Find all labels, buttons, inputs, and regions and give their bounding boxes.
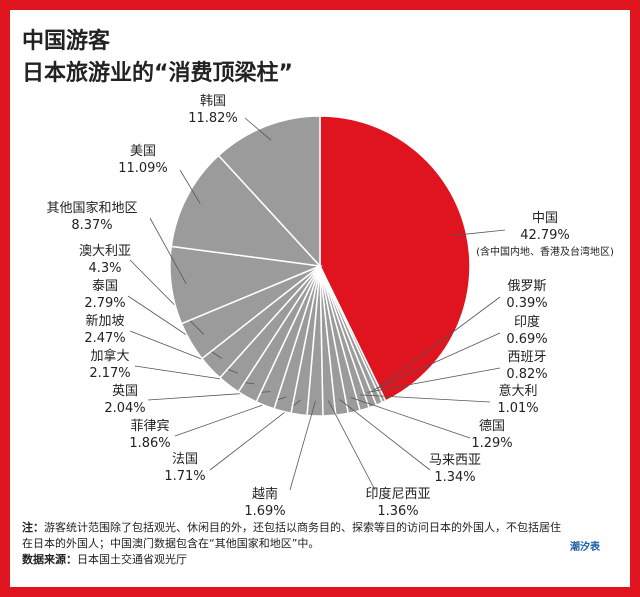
value-label: 11.82% bbox=[188, 111, 238, 126]
value-label: 1.69% bbox=[244, 504, 285, 519]
leader-line bbox=[360, 394, 491, 403]
leader-line bbox=[149, 217, 187, 284]
category-label: 法国 bbox=[172, 452, 198, 467]
category-label: 泰国 bbox=[92, 279, 118, 294]
value-label: 1.71% bbox=[164, 469, 205, 484]
category-label: 韩国 bbox=[200, 94, 226, 109]
category-label: 澳大利亚 bbox=[79, 243, 131, 259]
value-label: 2.47% bbox=[84, 331, 125, 346]
category-label: 印度 bbox=[514, 314, 540, 330]
category-label: 越南 bbox=[252, 486, 278, 502]
title-line: 日本旅游业的“消费顶梁柱” bbox=[22, 60, 293, 86]
value-label: 1.34% bbox=[434, 470, 475, 485]
pie-slice bbox=[170, 154, 322, 268]
category-label: 中国 bbox=[532, 211, 558, 226]
category-label: 新加坡 bbox=[85, 313, 124, 329]
source-text: 日本国土交通省观光厅 bbox=[77, 553, 187, 566]
leader-line bbox=[179, 169, 201, 204]
category-label: 英国 bbox=[112, 384, 138, 399]
leader-line bbox=[377, 296, 501, 389]
category-label: 印度尼西亚 bbox=[365, 486, 430, 502]
note-label: 注： bbox=[22, 521, 44, 534]
footnote: 注：游客统计范围除了包括观光、休闲目的外，还包括以商务目的、探索等目的访问日本的… bbox=[22, 520, 562, 568]
title-line: 中国游客 bbox=[22, 28, 111, 54]
leader-line bbox=[339, 399, 431, 471]
value-label: 4.3% bbox=[88, 261, 121, 276]
category-label: 其他国家和地区 bbox=[46, 200, 137, 216]
note: 注：游客统计范围除了包括观光、休闲目的外，还包括以商务目的、探索等目的访问日本的… bbox=[22, 520, 562, 552]
leader-line bbox=[451, 229, 506, 237]
value-label: 1.29% bbox=[471, 436, 512, 451]
value-label: 0.69% bbox=[506, 332, 547, 347]
leader-line bbox=[244, 117, 272, 141]
leader-line bbox=[367, 367, 501, 393]
value-label: 8.37% bbox=[71, 218, 112, 233]
value-label: 1.86% bbox=[129, 436, 170, 451]
annotation: (含中国内地、香港及台湾地区) bbox=[476, 245, 614, 258]
value-label: 42.79% bbox=[520, 228, 570, 243]
source: 数据来源：日本国土交通省观光厅 bbox=[22, 552, 562, 568]
source-label: 数据来源： bbox=[22, 553, 77, 566]
value-label: 1.01% bbox=[497, 401, 538, 416]
leader-line bbox=[350, 397, 471, 439]
brand: 潮汐表 bbox=[570, 542, 600, 553]
value-label: 0.39% bbox=[506, 296, 547, 311]
category-label: 西班牙 bbox=[507, 350, 546, 365]
category-label: 菲律宾 bbox=[130, 418, 169, 434]
leader-line bbox=[373, 332, 501, 391]
category-label: 意大利 bbox=[498, 383, 537, 399]
note-text: 游客统计范围除了包括观光、休闲目的外，还包括以商务目的、探索等目的访问日本的外国… bbox=[22, 521, 561, 550]
leader-line bbox=[129, 259, 204, 335]
category-label: 德国 bbox=[479, 419, 505, 434]
category-label: 美国 bbox=[130, 144, 156, 159]
pie-slice bbox=[217, 115, 321, 268]
leader-line bbox=[289, 400, 316, 491]
leader-line bbox=[328, 400, 376, 491]
category-label: 加拿大 bbox=[90, 348, 129, 364]
value-label: 2.17% bbox=[89, 366, 130, 381]
value-label: 11.09% bbox=[118, 161, 168, 176]
value-label: 2.79% bbox=[84, 296, 125, 311]
value-label: 1.36% bbox=[377, 504, 418, 519]
category-label: 俄罗斯 bbox=[507, 279, 546, 294]
value-label: 0.82% bbox=[506, 367, 547, 382]
pie-slice bbox=[319, 115, 471, 402]
category-label: 马来西亚 bbox=[429, 453, 481, 468]
value-label: 2.04% bbox=[104, 401, 145, 416]
